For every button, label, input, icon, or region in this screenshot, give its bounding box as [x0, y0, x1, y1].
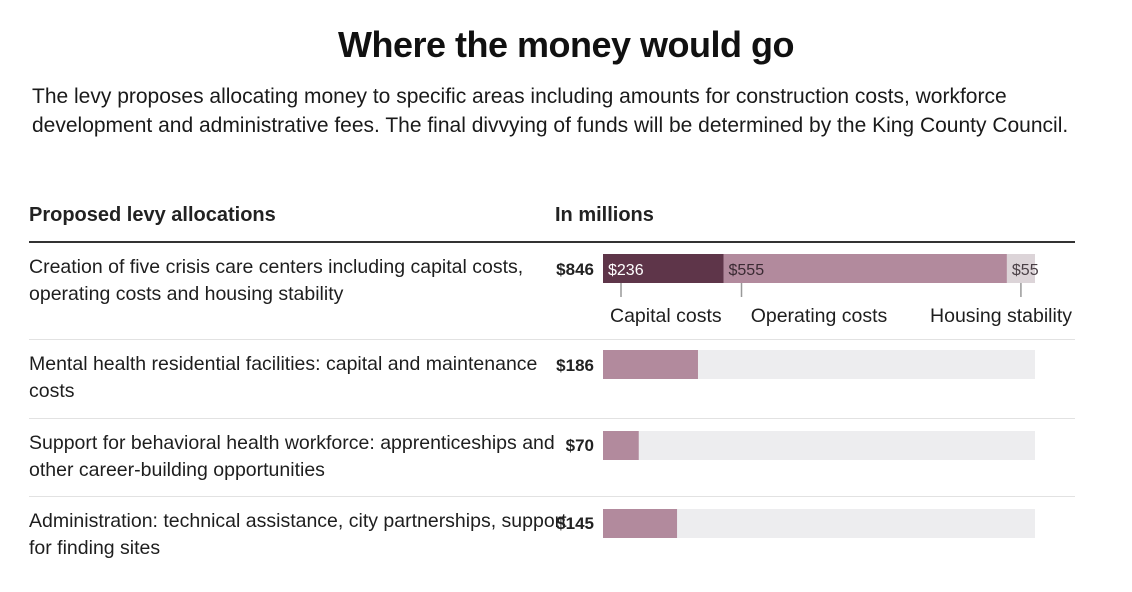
row-total-administration: $145: [556, 514, 594, 533]
data-label-housing-stability: $55: [1012, 262, 1039, 279]
bar-workforce: [603, 431, 639, 460]
row-total-workforce: $70: [565, 436, 594, 455]
row-total-crisis-centers: $846: [556, 260, 594, 279]
bar-segment-capital-costs: [603, 254, 724, 283]
header-rule: [29, 241, 1075, 243]
label-column-header: Proposed levy allocations: [29, 204, 276, 226]
row-label-administration: Administration: technical assistance, ci…: [29, 510, 567, 559]
bar-residential-facilities: [603, 350, 698, 379]
bar-administration: [603, 509, 678, 538]
row-label-workforce: Support for behavioral health workforce:…: [29, 432, 555, 481]
chart-title: Where the money would go: [337, 24, 795, 65]
row-label-residential-facilities: Mental health residential facilities: ca…: [29, 353, 538, 402]
value-column-header: In millions: [555, 204, 654, 226]
legend-label-capital-costs: Capital costs: [610, 305, 722, 327]
data-label-capital-costs: $236: [608, 262, 644, 279]
row-divider: [29, 418, 1075, 419]
chart-description: The levy proposes allocating money to sp…: [32, 85, 1069, 137]
row-divider: [29, 496, 1075, 497]
row-divider: [29, 339, 1075, 340]
data-label-operating-costs: $555: [729, 262, 765, 279]
bar-segment-operating-costs: [723, 254, 1007, 283]
bar-segment-housing-stability: [1006, 254, 1035, 283]
legend-label-operating-costs: Operating costs: [751, 305, 888, 327]
row-total-residential-facilities: $186: [556, 356, 594, 375]
legend-label-housing-stability: Housing stability: [930, 305, 1072, 327]
bar-track-workforce: [603, 431, 1035, 460]
row-label-crisis-centers: Creation of five crisis care centers inc…: [29, 256, 524, 305]
